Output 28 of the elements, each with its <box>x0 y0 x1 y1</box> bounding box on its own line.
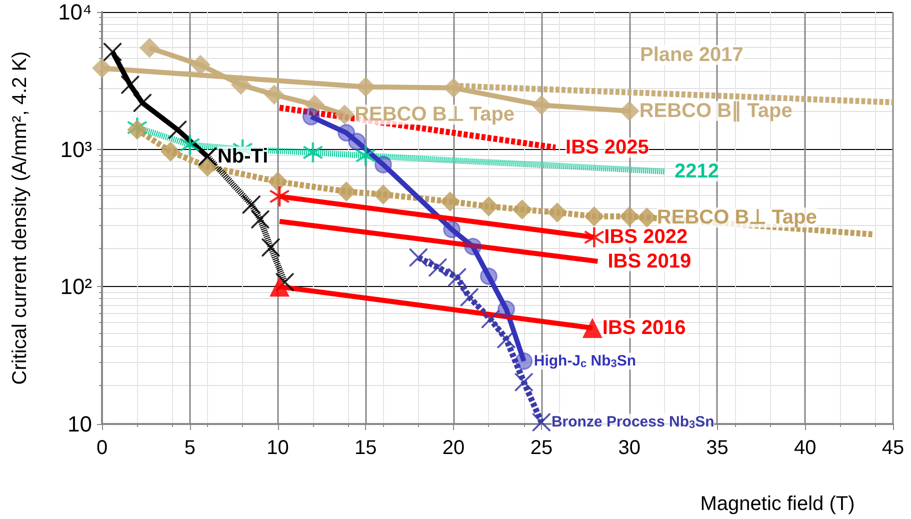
series-label: Bronze Process Nb3Sn <box>551 414 714 432</box>
series-label: Nb-Ti <box>217 146 268 168</box>
x-tick-label: 15 <box>354 437 377 459</box>
series-label: IBS 2022 <box>604 226 688 248</box>
x-tick-label: 35 <box>706 437 728 459</box>
x-tick-label: 20 <box>442 437 465 459</box>
x-tick-label: 5 <box>184 437 196 459</box>
series-label: 2212 <box>674 160 719 182</box>
x-tick-label: 0 <box>96 437 108 459</box>
y-tick-label: 10² <box>60 274 92 300</box>
annotation: Plane 2017 <box>640 44 744 66</box>
x-tick-label: 10 <box>266 437 289 459</box>
y-tick-label: 10³ <box>60 136 92 162</box>
series-label: IBS 2025 <box>566 136 649 159</box>
x-tick-label: 45 <box>882 437 904 459</box>
x-tick-label: 25 <box>530 437 553 459</box>
series-label: IBS 2016 <box>602 317 686 340</box>
y-tick-label: 10⁴ <box>58 0 92 24</box>
y-tick-label: 10 <box>68 412 92 436</box>
x-tick-label: 40 <box>794 437 816 459</box>
y-axis-title: Critical current density (A/mm², 4.2 K) <box>9 51 31 385</box>
series-label: REBCO B⊥ Tape <box>354 104 515 126</box>
series-label: REBCO B∥ Tape <box>639 100 792 122</box>
series-label: REBCO B⊥ Tape <box>656 206 817 228</box>
x-tick-label: 30 <box>618 437 640 459</box>
series-label: High-Jc Nb3Sn <box>534 352 636 370</box>
series-label: IBS 2019 <box>608 250 692 272</box>
x-axis-title: Magnetic field (T) <box>700 493 855 515</box>
